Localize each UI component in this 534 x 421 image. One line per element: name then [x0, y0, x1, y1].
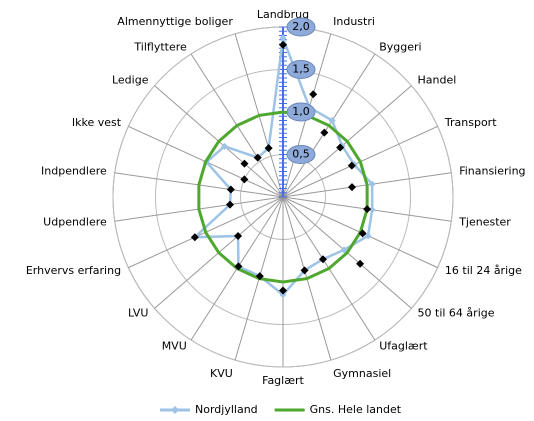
marker	[234, 262, 243, 271]
r-tick-label: 2,0	[292, 20, 310, 33]
tick-badge	[286, 17, 316, 37]
marker	[340, 246, 348, 254]
category-label: Ledige	[112, 73, 149, 86]
r-tick-label: 0,5	[292, 148, 310, 161]
marker	[358, 229, 367, 238]
category-label: Finansiering	[459, 165, 525, 178]
tick-badge	[286, 145, 316, 164]
marker	[226, 185, 235, 194]
marker	[253, 153, 262, 162]
marker	[279, 40, 287, 49]
marker	[320, 128, 329, 137]
category-label: Transport	[444, 116, 497, 129]
category-label: Faglært	[262, 374, 304, 387]
category-label: Udpendlere	[43, 215, 107, 228]
marker	[328, 116, 336, 124]
category-label: Handel	[418, 73, 457, 86]
marker	[221, 142, 229, 150]
marker	[309, 90, 318, 99]
marker	[363, 205, 372, 214]
category-label: Tjenester	[458, 215, 511, 228]
category-label: Tilflyttere	[133, 40, 187, 53]
category-label: Gymnasiel	[333, 367, 391, 380]
category-label: MVU	[162, 340, 187, 353]
marker	[336, 143, 345, 152]
marker	[225, 200, 234, 209]
tick-badge	[286, 102, 316, 122]
marker	[364, 232, 372, 240]
series-line	[197, 110, 369, 284]
category-label: Ufaglært	[379, 340, 428, 353]
legend-marker	[171, 406, 179, 414]
category-label: Landbrug	[257, 8, 309, 21]
category-label: 16 til 24 årige	[445, 264, 522, 277]
marker	[240, 159, 249, 168]
marker	[347, 161, 356, 170]
marker	[356, 259, 365, 268]
marker	[190, 233, 199, 242]
r-tick-label: 1,5	[292, 63, 310, 76]
marker	[264, 144, 273, 153]
marker	[240, 175, 249, 184]
category-label: Industri	[333, 15, 375, 28]
marker	[368, 180, 376, 188]
legend-label: Nordjylland	[195, 403, 258, 416]
marker	[300, 266, 309, 275]
tick-badge	[286, 60, 316, 79]
category-label: Byggeri	[379, 40, 421, 53]
category-label: LVU	[128, 307, 149, 320]
marker	[255, 272, 264, 281]
category-label: Indpendlere	[41, 165, 107, 178]
marker	[279, 34, 287, 42]
category-label: KVU	[210, 367, 233, 380]
marker	[234, 231, 243, 240]
marker	[279, 286, 287, 295]
category-label: Erhvervs erfaring	[26, 264, 121, 277]
marker	[368, 206, 376, 214]
category-label: Ikke vest	[72, 116, 122, 129]
marker	[318, 255, 327, 264]
legend-label: Gns. Hele landet	[310, 403, 402, 416]
marker	[279, 291, 287, 299]
r-tick-label: 1,0	[292, 105, 310, 118]
marker	[347, 183, 356, 192]
category-label: Almennyttige boliger	[117, 15, 233, 28]
category-label: 50 til 64 årige	[418, 307, 495, 320]
